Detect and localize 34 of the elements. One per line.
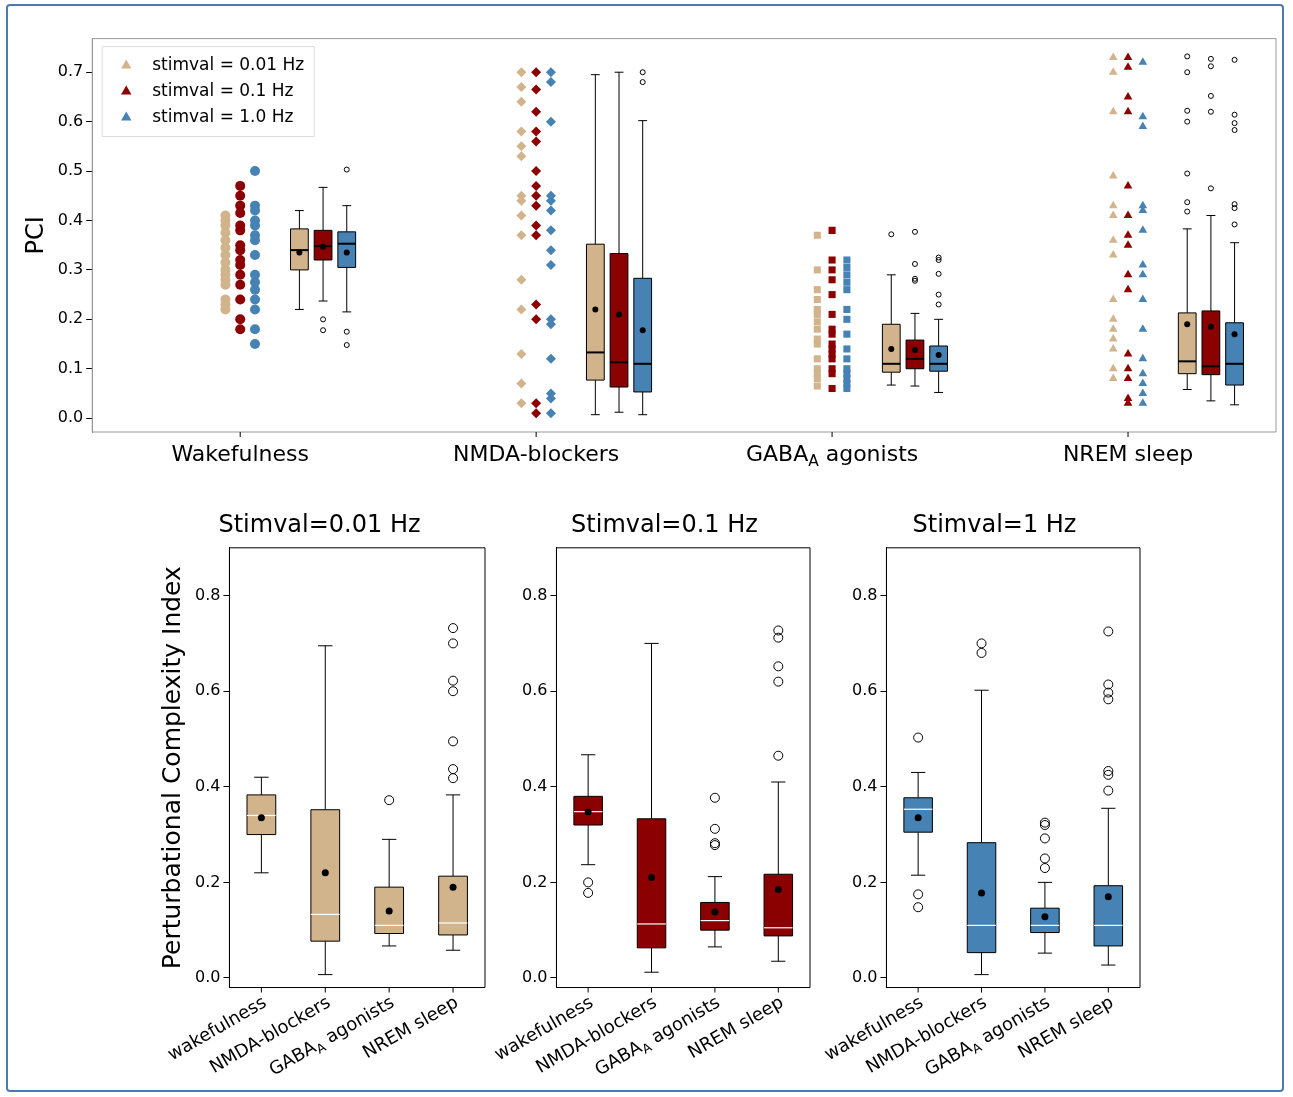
x-tick-label: NMDA-blockers xyxy=(453,441,620,467)
y-tick-label: 0.0 xyxy=(521,967,548,987)
y-tick-label: 0.8 xyxy=(194,584,221,604)
y-tick-label: 0.7 xyxy=(57,61,84,81)
y-tick-label: 0.8 xyxy=(521,584,548,604)
y-tick-label: 0.6 xyxy=(521,680,548,700)
y-tick-label: 0.4 xyxy=(194,775,221,795)
y-tick-label: 0.1 xyxy=(57,357,84,377)
chart-title: Stimval=1 Hz xyxy=(912,509,1077,538)
y-axis-title: Perturbational Complexity Index xyxy=(156,566,186,970)
x-tick-label: Wakefulness xyxy=(171,441,309,467)
y-tick-label: 0.6 xyxy=(194,680,221,700)
chart-title: Stimval=0.1 Hz xyxy=(571,509,758,538)
y-tick-label: 0.6 xyxy=(851,680,878,700)
y-tick-label: 0.2 xyxy=(194,871,221,891)
y-tick-label: 0.3 xyxy=(57,259,84,279)
y-tick-label: 0.0 xyxy=(851,967,878,987)
y-tick-label: 0.0 xyxy=(194,967,221,987)
y-tick-label: 0.2 xyxy=(57,308,84,328)
y-tick-label: 0.4 xyxy=(57,209,84,229)
y-tick-label: 0.5 xyxy=(57,160,84,180)
y-tick-label: 0.0 xyxy=(57,407,84,427)
y-tick-label: 0.4 xyxy=(851,775,878,795)
legend-label: stimval = 1.0 Hz xyxy=(152,106,294,127)
y-tick-label: 0.4 xyxy=(521,775,548,795)
legend-label: stimval = 0.01 Hz xyxy=(152,54,305,75)
legend-label: stimval = 0.1 Hz xyxy=(152,80,294,101)
y-tick-label: 0.8 xyxy=(851,584,878,604)
y-tick-label: 0.2 xyxy=(851,871,878,891)
y-axis-title: PCI xyxy=(20,216,49,255)
x-tick-label: NREM sleep xyxy=(1062,441,1194,467)
y-tick-label: 0.2 xyxy=(521,871,548,891)
y-tick-label: 0.6 xyxy=(57,110,84,130)
chart-title: Stimval=0.01 Hz xyxy=(218,509,421,538)
